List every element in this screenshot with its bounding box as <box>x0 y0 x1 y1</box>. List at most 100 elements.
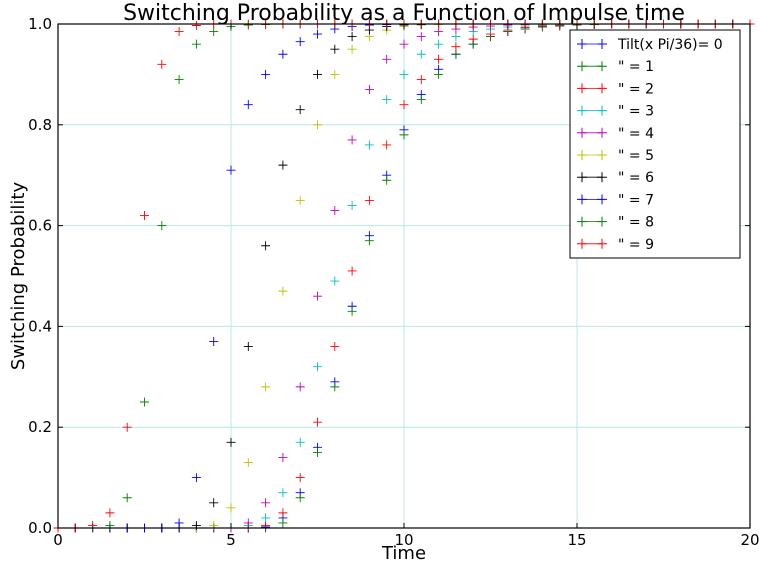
legend-label-5: " = 5 <box>618 148 654 164</box>
y-tick-label: 0.6 <box>28 217 52 235</box>
series-7-point <box>261 69 271 79</box>
series-8-point <box>209 27 219 37</box>
series-1-point <box>416 95 426 105</box>
y-tick-label: 0.0 <box>28 519 52 537</box>
series-3-point <box>399 69 409 79</box>
y-tick-label: 0.2 <box>28 418 52 436</box>
series-3-point <box>364 140 374 150</box>
series-8-point <box>174 74 184 84</box>
series-9-point <box>105 508 115 518</box>
series-6-point <box>295 105 305 115</box>
series-2-point <box>468 34 478 44</box>
series-7-point <box>278 49 288 59</box>
y-tick-label: 0.8 <box>28 116 52 134</box>
series-4-point <box>243 518 253 528</box>
series-2-point <box>451 42 461 52</box>
series-4-point <box>313 291 322 301</box>
series-5-point <box>261 382 271 392</box>
series-6-point <box>243 342 253 352</box>
series-6-point <box>313 69 322 79</box>
series-2-point <box>382 140 392 150</box>
series-4-point <box>364 85 374 95</box>
series-6-point <box>330 44 340 54</box>
series-3-point <box>295 437 305 447</box>
x-tick-label: 10 <box>394 531 413 549</box>
legend-label-1: " = 1 <box>618 59 654 75</box>
legend-label-9: " = 9 <box>618 237 654 253</box>
series-2-point <box>295 473 305 483</box>
series-6-point <box>278 160 288 170</box>
series-4-point <box>295 382 305 392</box>
legend-label-0: Tilt(x Pi/36)= 0 <box>617 37 723 53</box>
series-7-point <box>226 165 236 175</box>
series-8-point <box>122 493 132 503</box>
legend-box <box>569 29 741 259</box>
series-1-point <box>347 306 357 316</box>
series-2-point <box>434 54 444 64</box>
series-8-point <box>191 39 201 49</box>
series-2-point <box>399 100 409 110</box>
legend-label-4: " = 4 <box>618 126 654 142</box>
series-7-point <box>243 100 253 110</box>
legend-label-3: " = 3 <box>618 104 654 120</box>
series-2-point <box>416 74 426 84</box>
series-2-point <box>347 266 357 276</box>
x-tick-label: 15 <box>567 531 586 549</box>
legend-label-8: " = 8 <box>618 215 654 231</box>
series-7-point <box>174 518 184 528</box>
series-9-point <box>174 27 184 37</box>
series-1-point <box>278 518 288 528</box>
series-3-point <box>347 200 357 210</box>
series-2-point <box>330 342 340 352</box>
series-5-point <box>347 44 357 54</box>
series-9-point <box>140 211 149 221</box>
series-3-point <box>330 276 340 286</box>
series-9-point <box>122 422 132 432</box>
series-4-point <box>416 32 426 42</box>
chart-title: Switching Probability as a Function of I… <box>123 1 685 26</box>
series-3-point <box>261 513 271 523</box>
y-axis-title: Switching Probability <box>8 182 29 371</box>
series-3-point <box>278 488 288 498</box>
series-1-point <box>330 382 340 392</box>
series-1-point <box>451 49 461 59</box>
series-8-point <box>140 397 149 407</box>
series-4-point <box>330 205 340 215</box>
series-5-point <box>278 286 288 296</box>
series-4-point <box>261 498 271 508</box>
series-6-point <box>347 32 357 42</box>
y-tick-label: 1.0 <box>28 15 52 33</box>
series-2-point <box>313 417 322 427</box>
series-9-point <box>157 59 167 69</box>
series-4-point <box>347 135 357 145</box>
series-1-point <box>295 493 305 503</box>
series-5-point <box>243 457 253 467</box>
y-tick-label: 0.4 <box>28 317 52 335</box>
series-7-point <box>191 473 201 483</box>
series-5-point <box>226 503 236 513</box>
series-1-point <box>399 130 409 140</box>
series-1-point <box>382 175 392 185</box>
series-2-point <box>364 195 374 205</box>
series-5-point <box>313 120 322 130</box>
series-1-point <box>434 69 444 79</box>
x-tick-label: 0 <box>53 531 63 549</box>
legend-label-2: " = 2 <box>618 81 654 97</box>
series-6-point <box>226 437 236 447</box>
legend: Tilt(x Pi/36)= 0 " = 1 " = 2 " = 3 " = 4 " = … <box>569 29 741 259</box>
series-9-point <box>191 21 201 31</box>
series-4-point <box>278 452 288 462</box>
series-8-point <box>157 221 167 231</box>
series-5-point <box>295 195 305 205</box>
series-3-point <box>451 32 461 42</box>
series-3-point <box>416 49 426 59</box>
series-7-point <box>295 37 305 47</box>
legend-label-7: " = 7 <box>618 192 654 208</box>
series-1-point <box>364 236 374 246</box>
series-4-point <box>382 54 392 64</box>
series-6-point <box>261 241 271 251</box>
legend-label-6: " = 6 <box>618 170 654 186</box>
series-6-point <box>209 498 219 508</box>
series-7-point <box>209 337 219 347</box>
